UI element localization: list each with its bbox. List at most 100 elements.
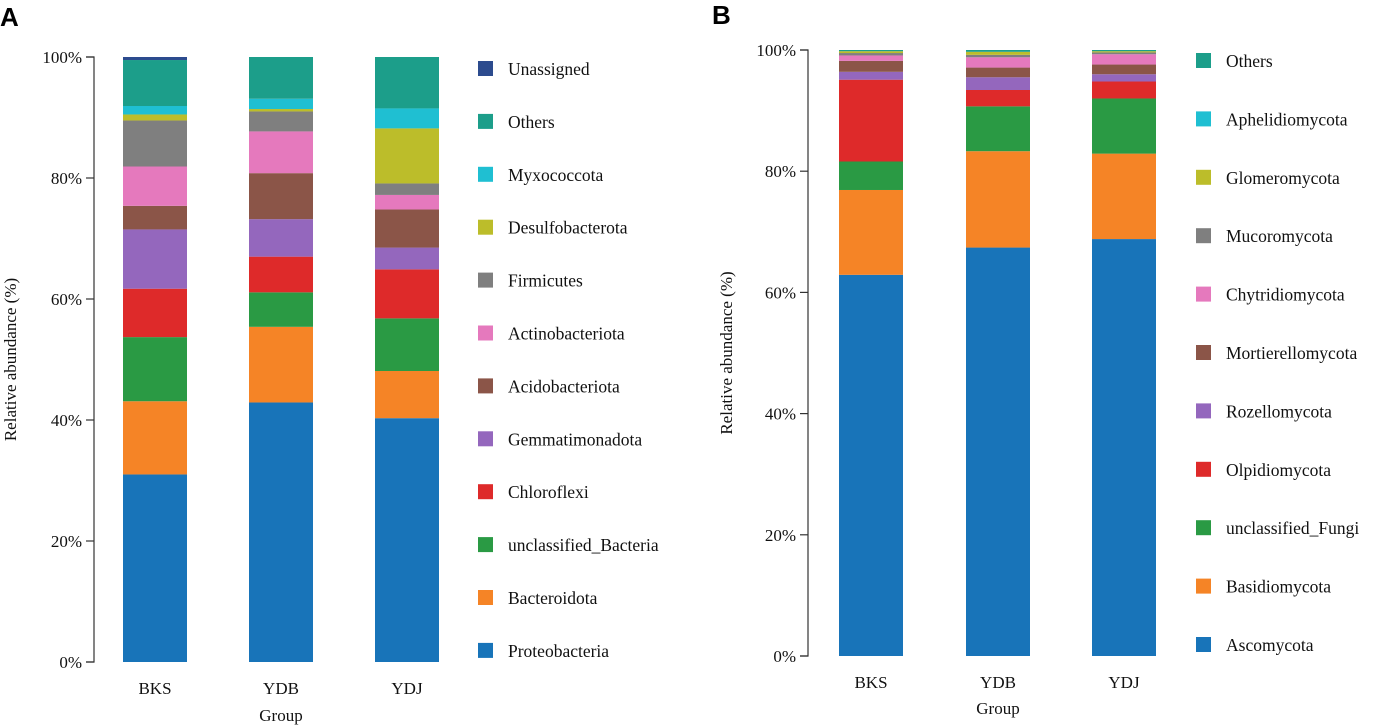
panel-b-legend-swatch-chytridiomycota bbox=[1196, 286, 1211, 302]
panel-a-bar-bks-myxococcota bbox=[123, 106, 187, 115]
panel-a-bar-ydb-others bbox=[249, 57, 313, 99]
panel-a-bar-bks-others bbox=[123, 60, 187, 107]
panel-a-bar-ydj-desulfobacterota bbox=[375, 128, 439, 184]
panel-b-legend-label-basidiomycota: Basidiomycota bbox=[1226, 577, 1331, 597]
panel-b-y-tick-label: 40% bbox=[765, 405, 796, 424]
panel-a-legend-swatch-unclassified-bacteria bbox=[478, 537, 493, 553]
panel-b-bar-ydb-mortierellomycota bbox=[966, 67, 1030, 78]
panel-a-bar-ydj-myxococcota bbox=[375, 108, 439, 129]
panel-a-legend-swatch-unassigned bbox=[478, 61, 493, 76]
panel-b-bar-bks-mucoromycota bbox=[839, 53, 903, 56]
panel-a-x-axis-title: Group bbox=[259, 706, 302, 725]
panel-a-legend-swatch-gemmatimonadota bbox=[478, 431, 493, 447]
panel-b-bar-bks-chytridiomycota bbox=[839, 55, 903, 61]
panel-b-x-tick-label: YDJ bbox=[1108, 673, 1140, 692]
panel-b-legend-swatch-olpidiomycota bbox=[1196, 461, 1211, 477]
panel-b-x-axis-title: Group bbox=[976, 699, 1019, 718]
panel-a-chart: 0% 20% 40% 60% 80% 100% Relative abundance (%)… bbox=[1, 48, 659, 725]
panel-b-legend-label-mucoromycota: Mucoromycota bbox=[1226, 226, 1333, 246]
panel-a-bar-bks-unassigned bbox=[123, 57, 187, 61]
panel-b-legend-swatch-basidiomycota bbox=[1196, 578, 1211, 594]
panel-a-bar-ydj-unclassified-bacteria bbox=[375, 318, 439, 371]
panel-a-y-tick-label: 60% bbox=[51, 290, 82, 309]
panel-b-bar-bks-ascomycota bbox=[839, 274, 903, 656]
panel-b-legend-label-glomeromycota: Glomeromycota bbox=[1226, 168, 1340, 188]
panel-a-legend-label-firmicutes: Firmicutes bbox=[508, 271, 583, 291]
panel-b-y-tick-label: 100% bbox=[756, 41, 796, 60]
panel-b-y-axis bbox=[800, 49, 809, 657]
panel-a-legend-label-acidobacteriota: Acidobacteriota bbox=[508, 376, 620, 396]
panel-a-x-tick-label: YDJ bbox=[391, 679, 423, 698]
panel-a-bar-ydj-gemmatimonadota bbox=[375, 247, 439, 270]
panel-b-legend-swatch-mucoromycota bbox=[1196, 228, 1211, 244]
panel-a-y-axis-title: Relative abundance (%) bbox=[1, 278, 20, 441]
panel-b-legend-swatch-others bbox=[1196, 53, 1211, 68]
panel-a-x-tick-label: YDB bbox=[263, 679, 299, 698]
panel-b-bar-bks-glomeromycota bbox=[839, 51, 903, 54]
panel-b-bar-bks-others bbox=[839, 50, 903, 52]
panel-b-bar-ydb-glomeromycota bbox=[966, 51, 1030, 55]
panel-a-bar-bks-chloroflexi bbox=[123, 288, 187, 338]
panel-a-bar-ydj-others bbox=[375, 57, 439, 109]
panel-b-bar-ydb-unclassified-fungi bbox=[966, 106, 1030, 152]
panel-a-legend-swatch-proteobacteria bbox=[478, 642, 493, 658]
panel-a-x-tick-label: BKS bbox=[138, 679, 171, 698]
panel-b-legend-swatch-mortierellomycota bbox=[1196, 345, 1211, 360]
panel-a-legend-swatch-others bbox=[478, 113, 493, 129]
panel-a-bar-ydb-proteobacteria bbox=[249, 402, 313, 662]
panel-b-bar-bks-basidiomycota bbox=[839, 189, 903, 275]
panel-a-bar-bks-acidobacteriota bbox=[123, 205, 187, 230]
panel-b-bar-ydj-mucoromycota bbox=[1092, 52, 1156, 55]
panel-a-bar-ydj-proteobacteria bbox=[375, 418, 439, 662]
panel-b-bar-ydb-ascomycota bbox=[966, 247, 1030, 656]
panel-b-y-axis-title: Relative abundance (%) bbox=[717, 271, 736, 434]
panel-a-legend-label-proteobacteria: Proteobacteria bbox=[508, 641, 609, 661]
panel-b-legend-label-mortierellomycota: Mortierellomycota bbox=[1226, 343, 1357, 363]
panel-b-bar-ydj-ascomycota bbox=[1092, 239, 1156, 656]
panel-a-bar-bks-bacteroidota bbox=[123, 401, 187, 475]
panel-b-letter: B bbox=[712, 0, 731, 30]
panel-a-bar-ydb-acidobacteriota bbox=[249, 173, 313, 220]
panel-b-bar-ydj-rozellomycota bbox=[1092, 74, 1156, 82]
panel-b-bar-bks-olpidiomycota bbox=[839, 79, 903, 162]
panel-b-y-tick-label: 60% bbox=[765, 283, 796, 302]
panel-b-legend-swatch-unclassified-fungi bbox=[1196, 520, 1211, 536]
panel-b-legend-label-unclassified-fungi: unclassified_Fungi bbox=[1226, 518, 1359, 538]
panel-a-bar-ydb-actinobacteriota bbox=[249, 131, 313, 174]
panel-b-bar-ydj-glomeromycota bbox=[1092, 51, 1156, 53]
panel-b-chart: 0% 20% 40% 60% 80% 100% Relative abundance (%)… bbox=[717, 41, 1359, 718]
panel-a-y-tick-label: 0% bbox=[59, 653, 82, 672]
panel-a-legend-label-desulfobacterota: Desulfobacterota bbox=[508, 218, 628, 238]
panel-b-bar-ydj-basidiomycota bbox=[1092, 153, 1156, 240]
panel-b-legend-label-chytridiomycota: Chytridiomycota bbox=[1226, 285, 1345, 305]
panel-a-legend-swatch-firmicutes bbox=[478, 272, 493, 288]
panel-a-bar-ydj-chloroflexi bbox=[375, 269, 439, 319]
panel-a-y-tick-label: 80% bbox=[51, 169, 82, 188]
panel-a-bar-ydb-myxococcota bbox=[249, 98, 313, 110]
panel-a-legend-label-unassigned: Unassigned bbox=[508, 59, 590, 79]
panel-a-legend-label-others: Others bbox=[508, 112, 555, 132]
panel-b-legend-label-olpidiomycota: Olpidiomycota bbox=[1226, 460, 1331, 480]
panel-a-legend-label-myxococcota: Myxococcota bbox=[508, 165, 603, 185]
panel-a-legend-swatch-acidobacteriota bbox=[478, 378, 493, 394]
panel-b-bar-ydj-chytridiomycota bbox=[1092, 54, 1156, 65]
panel-a-bar-bks-actinobacteriota bbox=[123, 166, 187, 206]
panel-a-legend-swatch-chloroflexi bbox=[478, 484, 493, 500]
panel-a-bar-bks-gemmatimonadota bbox=[123, 229, 187, 289]
panel-a-bar-ydj-actinobacteriota bbox=[375, 194, 439, 210]
panel-a-bar-ydj-bacteroidota bbox=[375, 370, 439, 419]
panel-a-bar-ydb-gemmatimonadota bbox=[249, 219, 313, 257]
panel-b-bar-ydj-others bbox=[1092, 50, 1156, 52]
panel-b-legend-label-rozellomycota: Rozellomycota bbox=[1226, 401, 1332, 421]
panel-b-bar-ydb-olpidiomycota bbox=[966, 89, 1030, 107]
panel-b-legend-label-ascomycota: Ascomycota bbox=[1226, 635, 1314, 655]
panel-b-bar-ydb-mucoromycota bbox=[966, 54, 1030, 58]
panel-a-legend-label-gemmatimonadota: Gemmatimonadota bbox=[508, 429, 642, 449]
panel-b-bar-ydb-others bbox=[966, 50, 1030, 52]
panel-b-y-tick-label: 0% bbox=[773, 647, 796, 666]
panel-b-legend-swatch-ascomycota bbox=[1196, 637, 1211, 652]
panel-a-bar-ydb-unclassified-bacteria bbox=[249, 292, 313, 327]
panel-b-bar-ydj-unclassified-fungi bbox=[1092, 98, 1156, 154]
panel-a-legend-label-chloroflexi: Chloroflexi bbox=[508, 482, 589, 502]
panel-a-y-tick-label: 40% bbox=[51, 411, 82, 430]
